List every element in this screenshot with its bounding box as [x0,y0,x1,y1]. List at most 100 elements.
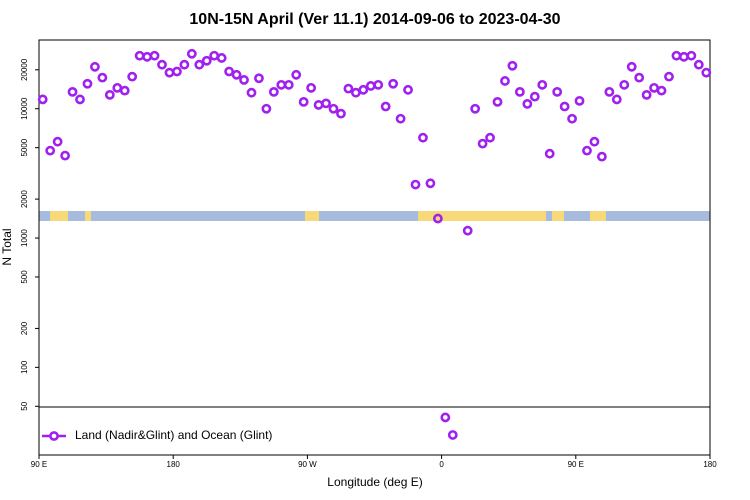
point [75,94,85,105]
y-tick-label: 2000 [20,190,29,208]
y-tick-label: 200 [20,321,29,335]
point [611,94,622,105]
point [693,59,704,70]
point [149,50,160,61]
point [283,79,294,90]
point [559,101,570,112]
point [246,87,257,98]
point [485,132,495,143]
point [634,72,645,83]
x-tick-label: 180 [167,460,181,469]
point [425,178,436,189]
point [313,100,324,110]
point [127,71,138,82]
y-tick-label: 500 [20,270,29,284]
point [37,94,48,105]
point [350,87,361,98]
point [112,82,123,93]
point [97,72,108,83]
point [418,132,428,143]
point [395,113,406,124]
point [462,225,473,236]
point [477,138,488,149]
point [567,113,577,124]
point [522,98,533,109]
point [529,91,540,102]
point [194,59,205,70]
point [470,103,481,114]
legend-label: Land (Nadir&Glint) and Ocean (Glint) [75,428,272,442]
point [179,59,190,70]
point [552,86,563,97]
point [388,78,399,89]
point [119,85,130,96]
point [582,145,592,156]
point [410,179,421,190]
point [679,51,689,62]
point [544,148,555,159]
point [686,50,697,61]
point [306,82,317,93]
point [432,213,443,224]
point [239,75,249,85]
point [321,98,331,109]
point [537,79,548,90]
x-tick-label: 90 E [568,460,584,469]
plot-frame [38,39,711,456]
point [664,71,674,82]
x-tick-label: 90 W [298,460,317,469]
point [343,83,354,94]
legend-marker [49,431,59,441]
point [604,86,615,97]
chart-title: 10N-15N April (Ver 11.1) 2014-09-06 to 2… [189,11,560,28]
point [298,96,309,107]
point [164,67,175,78]
point [492,96,503,107]
point [507,60,518,71]
point [186,48,197,59]
point [589,136,600,147]
point [224,66,235,77]
point [619,79,630,90]
point [209,50,220,61]
y-tick-label: 100 [20,360,29,374]
point [656,85,667,96]
x-axis-label: Longitude (deg E) [327,475,422,489]
point [365,81,376,91]
point [649,82,659,93]
point [328,103,339,114]
point [626,61,637,72]
point [500,76,510,86]
point [231,69,242,80]
point [157,59,167,70]
point [336,108,346,119]
point [90,61,100,72]
point [82,78,93,89]
y-tick-label: 1000 [20,229,29,247]
point [201,55,212,66]
point [440,412,451,423]
point [142,51,153,62]
point [447,430,458,440]
point [514,86,525,97]
x-tick-label: 180 [703,460,717,469]
point [268,86,279,97]
point [254,73,264,84]
x-tick-label: 0 [439,460,444,469]
x-tick-label: 90 E [31,460,47,469]
point [172,66,182,77]
point [380,101,391,112]
point [291,69,302,80]
point [60,150,70,161]
point [574,95,585,106]
point [216,53,227,63]
point [134,50,145,61]
point [104,89,115,100]
map-strip [39,211,710,221]
point [261,103,272,114]
point [403,84,413,95]
point [67,86,78,97]
point [276,79,287,90]
point [596,151,607,162]
